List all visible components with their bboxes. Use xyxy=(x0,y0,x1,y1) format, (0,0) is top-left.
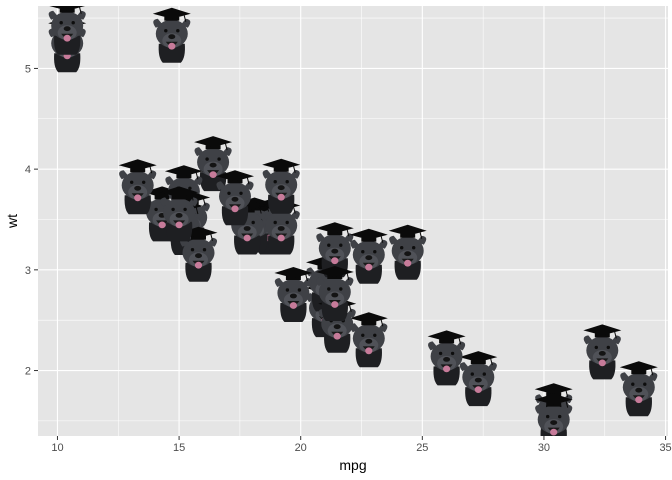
data-point xyxy=(274,267,313,322)
x-tick: 25 xyxy=(416,436,428,454)
y-tick: 5 xyxy=(25,63,38,75)
y-tick-label: 5 xyxy=(25,63,31,75)
x-axis-ticks: 10 15 20 25 30 35 xyxy=(51,436,672,454)
x-tick-label: 35 xyxy=(659,442,671,454)
data-point xyxy=(152,7,191,63)
x-tick-label: 30 xyxy=(538,442,550,454)
x-axis-title: mpg xyxy=(339,457,366,473)
x-tick: 10 xyxy=(51,436,64,454)
y-tick-label: 4 xyxy=(25,164,31,176)
data-point xyxy=(427,330,466,386)
data-point xyxy=(262,158,301,214)
x-tick-label: 15 xyxy=(173,442,185,454)
data-point xyxy=(315,266,354,321)
y-tick-label: 2 xyxy=(25,366,31,378)
plot-panel xyxy=(38,6,668,436)
data-point xyxy=(118,159,157,215)
y-axis-ticks: 2 3 4 5 xyxy=(25,63,38,378)
x-tick: 30 xyxy=(538,436,550,454)
y-tick: 2 xyxy=(25,366,38,378)
y-tick: 3 xyxy=(25,265,38,277)
x-tick: 15 xyxy=(173,436,185,454)
data-point xyxy=(534,393,573,436)
data-point xyxy=(388,224,427,280)
data-point xyxy=(349,312,388,368)
x-tick-label: 20 xyxy=(295,442,307,454)
x-tick: 20 xyxy=(295,436,307,454)
data-point xyxy=(349,228,388,284)
x-tick-label: 10 xyxy=(51,442,63,454)
data-point xyxy=(160,186,199,242)
data-points xyxy=(48,6,658,436)
data-point xyxy=(48,6,86,55)
data-point xyxy=(315,222,354,278)
data-point xyxy=(262,199,301,255)
x-tick-label: 25 xyxy=(416,442,428,454)
x-tick: 35 xyxy=(659,436,672,454)
y-axis-title: wt xyxy=(4,214,20,229)
y-tick: 4 xyxy=(25,164,38,176)
data-point xyxy=(459,351,498,407)
data-point xyxy=(216,170,254,226)
data-point xyxy=(583,324,622,380)
y-tick-label: 3 xyxy=(25,265,31,277)
data-point xyxy=(619,361,658,417)
